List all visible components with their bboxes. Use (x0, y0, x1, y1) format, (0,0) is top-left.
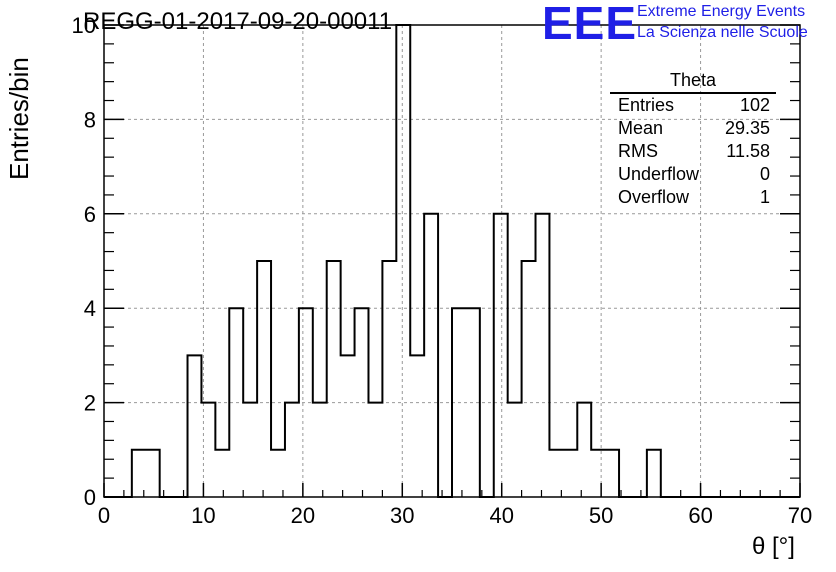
stats-value: 102 (739, 95, 770, 115)
stats-label: RMS (618, 141, 658, 161)
stats-row: Mean 29.35 (610, 117, 776, 140)
brand-line-2: La Scienza nelle Scuole (637, 24, 808, 41)
histogram-bin (146, 450, 160, 497)
x-tick-label: 40 (489, 503, 513, 528)
stats-label: Mean (618, 118, 664, 138)
stats-value: 1 (759, 187, 770, 207)
chart-title: REGG-01-2017-09-20-00011 (83, 8, 393, 35)
x-tick-label: 50 (589, 503, 613, 528)
stats-value: 29.35 (724, 118, 770, 138)
histogram-bin (591, 450, 605, 497)
histogram-bin (368, 403, 382, 497)
stats-row: Underflow 0 (610, 163, 776, 186)
histogram-bin (132, 450, 146, 497)
eee-logo: EEE (542, 0, 638, 49)
histogram-bin (327, 261, 341, 497)
stats-row: Entries 102 (610, 94, 776, 117)
x-tick-label: 60 (688, 503, 712, 528)
histogram-bin (424, 214, 438, 497)
stats-label: Underflow (618, 164, 700, 184)
histogram-bin (257, 261, 271, 497)
stats-value: 0 (759, 164, 770, 184)
histogram-bin (410, 355, 424, 497)
stats-row: Overflow 1 (610, 186, 776, 209)
x-tick-label: 20 (291, 503, 315, 528)
y-tick-label: 4 (84, 296, 96, 321)
histogram-bin (508, 403, 522, 497)
histogram-bin (536, 214, 550, 497)
x-tick-label: 10 (191, 503, 215, 528)
histogram-bin (647, 450, 661, 497)
brand-line-1: Extreme Energy Events (637, 3, 806, 20)
x-tick-label: 0 (98, 503, 110, 528)
histogram-bin (188, 355, 202, 497)
stats-label: Entries (618, 95, 675, 115)
histogram-bin (243, 403, 257, 497)
x-tick-label: 30 (390, 503, 414, 528)
x-tick-label: 70 (788, 503, 812, 528)
stats-value: 11.58 (726, 141, 770, 161)
histogram-bin (382, 261, 396, 497)
histogram-bin (563, 450, 577, 497)
histogram-bin (494, 214, 508, 497)
x-axis-label: θ [°] (752, 533, 795, 560)
y-tick-label: 8 (84, 107, 96, 132)
y-tick-label: 0 (84, 485, 96, 510)
y-tick-label: 6 (84, 202, 96, 227)
histogram-bin (396, 25, 410, 497)
stats-title: Theta (610, 70, 776, 94)
y-tick-label: 2 (84, 391, 96, 416)
histogram-bin (605, 450, 619, 497)
histogram-bin (341, 355, 355, 497)
histogram-bin (215, 450, 229, 497)
stats-box: Theta Entries 102 Mean 29.35 RMS 11.58 U… (610, 70, 776, 209)
histogram-bin (285, 403, 299, 497)
histogram-bin (313, 403, 327, 497)
stats-row: RMS 11.58 (610, 140, 776, 163)
histogram-bin (549, 450, 563, 497)
plot-frame (103, 24, 801, 498)
y-axis-label: Entries/bin (4, 57, 34, 180)
histogram-bin (271, 450, 285, 497)
y-tick-label: 10 (72, 13, 96, 38)
histogram-bin (522, 261, 536, 497)
stats-label: Overflow (618, 187, 690, 207)
histogram-bin (577, 403, 591, 497)
